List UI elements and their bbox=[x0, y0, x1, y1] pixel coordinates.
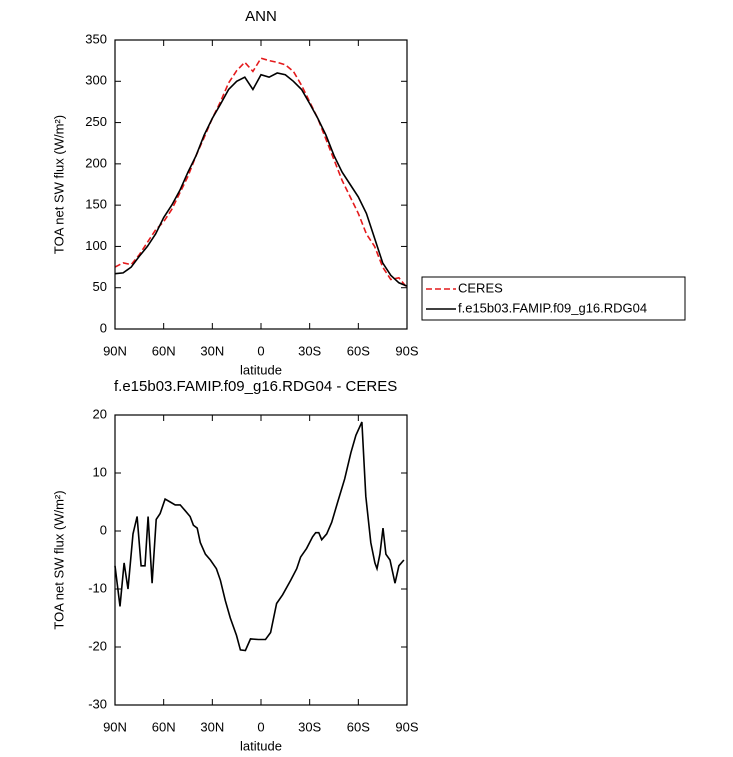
series-line bbox=[114, 421, 405, 652]
y-tick-label: 0 bbox=[100, 522, 107, 537]
chart-title: f.e15b03.FAMIP.f09_g16.RDG04 - CERES bbox=[114, 378, 397, 395]
legend-label: CERES bbox=[458, 280, 503, 295]
legend-label: f.e15b03.FAMIP.f09_g16.RDG04 bbox=[458, 300, 647, 315]
x-tick-label: 30S bbox=[298, 343, 321, 358]
plot-frame bbox=[114, 414, 408, 706]
y-tick-label: 0 bbox=[100, 320, 107, 335]
y-axis-label: TOA net SW flux (W/m²) bbox=[51, 490, 66, 629]
chart-title: ANN bbox=[245, 8, 277, 25]
x-tick-label: 90S bbox=[395, 343, 418, 358]
y-tick-label: 150 bbox=[85, 197, 107, 212]
legend-box bbox=[421, 276, 686, 321]
y-tick-label: -10 bbox=[88, 580, 107, 595]
y-tick-label: 100 bbox=[85, 238, 107, 253]
x-tick-label: 0 bbox=[257, 343, 264, 358]
x-tick-label: 30N bbox=[200, 343, 224, 358]
y-axis-label: TOA net SW flux (W/m²) bbox=[51, 115, 66, 254]
x-axis-label: latitude bbox=[240, 738, 282, 753]
x-tick-label: 60S bbox=[347, 719, 370, 734]
y-tick-label: 10 bbox=[93, 464, 107, 479]
x-tick-label: 90N bbox=[103, 343, 127, 358]
series-line bbox=[114, 57, 408, 289]
y-tick-label: -30 bbox=[88, 696, 107, 711]
x-tick-label: 30S bbox=[298, 719, 321, 734]
series-line bbox=[114, 72, 408, 287]
x-tick-label: 90N bbox=[103, 719, 127, 734]
x-axis-label: latitude bbox=[240, 362, 282, 377]
y-tick-label: 300 bbox=[85, 73, 107, 88]
y-tick-label: 50 bbox=[93, 279, 107, 294]
plot-frame bbox=[114, 39, 408, 330]
y-tick-label: 200 bbox=[85, 155, 107, 170]
x-tick-label: 60S bbox=[347, 343, 370, 358]
x-tick-label: 60N bbox=[152, 719, 176, 734]
x-tick-label: 30N bbox=[200, 719, 224, 734]
y-tick-label: 20 bbox=[93, 406, 107, 421]
x-tick-label: 60N bbox=[152, 343, 176, 358]
x-tick-label: 90S bbox=[395, 719, 418, 734]
x-tick-label: 0 bbox=[257, 719, 264, 734]
y-tick-label: 250 bbox=[85, 114, 107, 129]
y-tick-label: 350 bbox=[85, 31, 107, 46]
y-tick-label: -20 bbox=[88, 638, 107, 653]
